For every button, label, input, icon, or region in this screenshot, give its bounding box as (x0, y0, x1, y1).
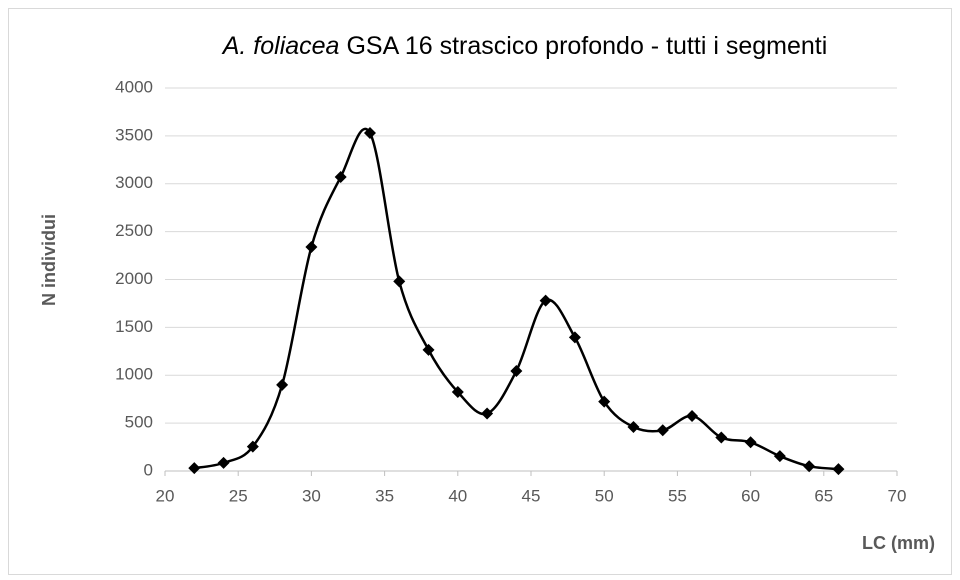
y-tick-label: 500 (125, 413, 153, 432)
chart-title: A. foliacea GSA 16 strascico profondo - t… (221, 32, 828, 60)
marker (539, 294, 552, 307)
marker (305, 240, 318, 253)
marker (832, 463, 845, 476)
marker (334, 171, 347, 184)
y-axis-label: N individui (39, 214, 59, 306)
chart-border (8, 8, 952, 575)
marker (744, 436, 757, 449)
x-axis-label: LC (mm) (862, 533, 935, 553)
y-tick-label: 4000 (115, 77, 153, 96)
marker (510, 364, 523, 377)
y-tick-label: 0 (144, 460, 153, 479)
x-tick-label: 65 (814, 486, 833, 505)
x-tick-label: 25 (229, 486, 248, 505)
marker (481, 407, 494, 420)
x-tick-label: 70 (888, 486, 907, 505)
y-tick-label: 1000 (115, 365, 153, 384)
marker (568, 331, 581, 344)
y-tick-label: 2500 (115, 221, 153, 240)
marker (627, 420, 640, 433)
x-tick-label: 20 (156, 486, 175, 505)
marker (773, 450, 786, 463)
marker (803, 460, 816, 473)
title-italic: A. foliacea (221, 32, 340, 60)
marker (686, 409, 699, 422)
marker (598, 395, 611, 408)
marker (656, 424, 669, 437)
x-tick-label: 35 (375, 486, 394, 505)
y-tick-label: 2000 (115, 269, 153, 288)
marker (393, 275, 406, 288)
x-tick-label: 45 (522, 486, 541, 505)
marker (276, 378, 289, 391)
marker (422, 343, 435, 356)
y-tick-label: 1500 (115, 317, 153, 336)
x-tick-label: 40 (448, 486, 467, 505)
title-rest: GSA 16 strascico profondo - tutti i segm… (346, 32, 827, 60)
marker (363, 127, 376, 140)
y-tick-label: 3500 (115, 125, 153, 144)
marker (188, 462, 201, 475)
y-tick-label: 3000 (115, 173, 153, 192)
marker (217, 456, 230, 469)
marker (451, 386, 464, 399)
x-tick-label: 50 (595, 486, 614, 505)
marker (715, 431, 728, 444)
x-tick-label: 55 (668, 486, 687, 505)
x-tick-label: 60 (741, 486, 760, 505)
x-tick-label: 30 (302, 486, 321, 505)
marker (246, 440, 259, 453)
